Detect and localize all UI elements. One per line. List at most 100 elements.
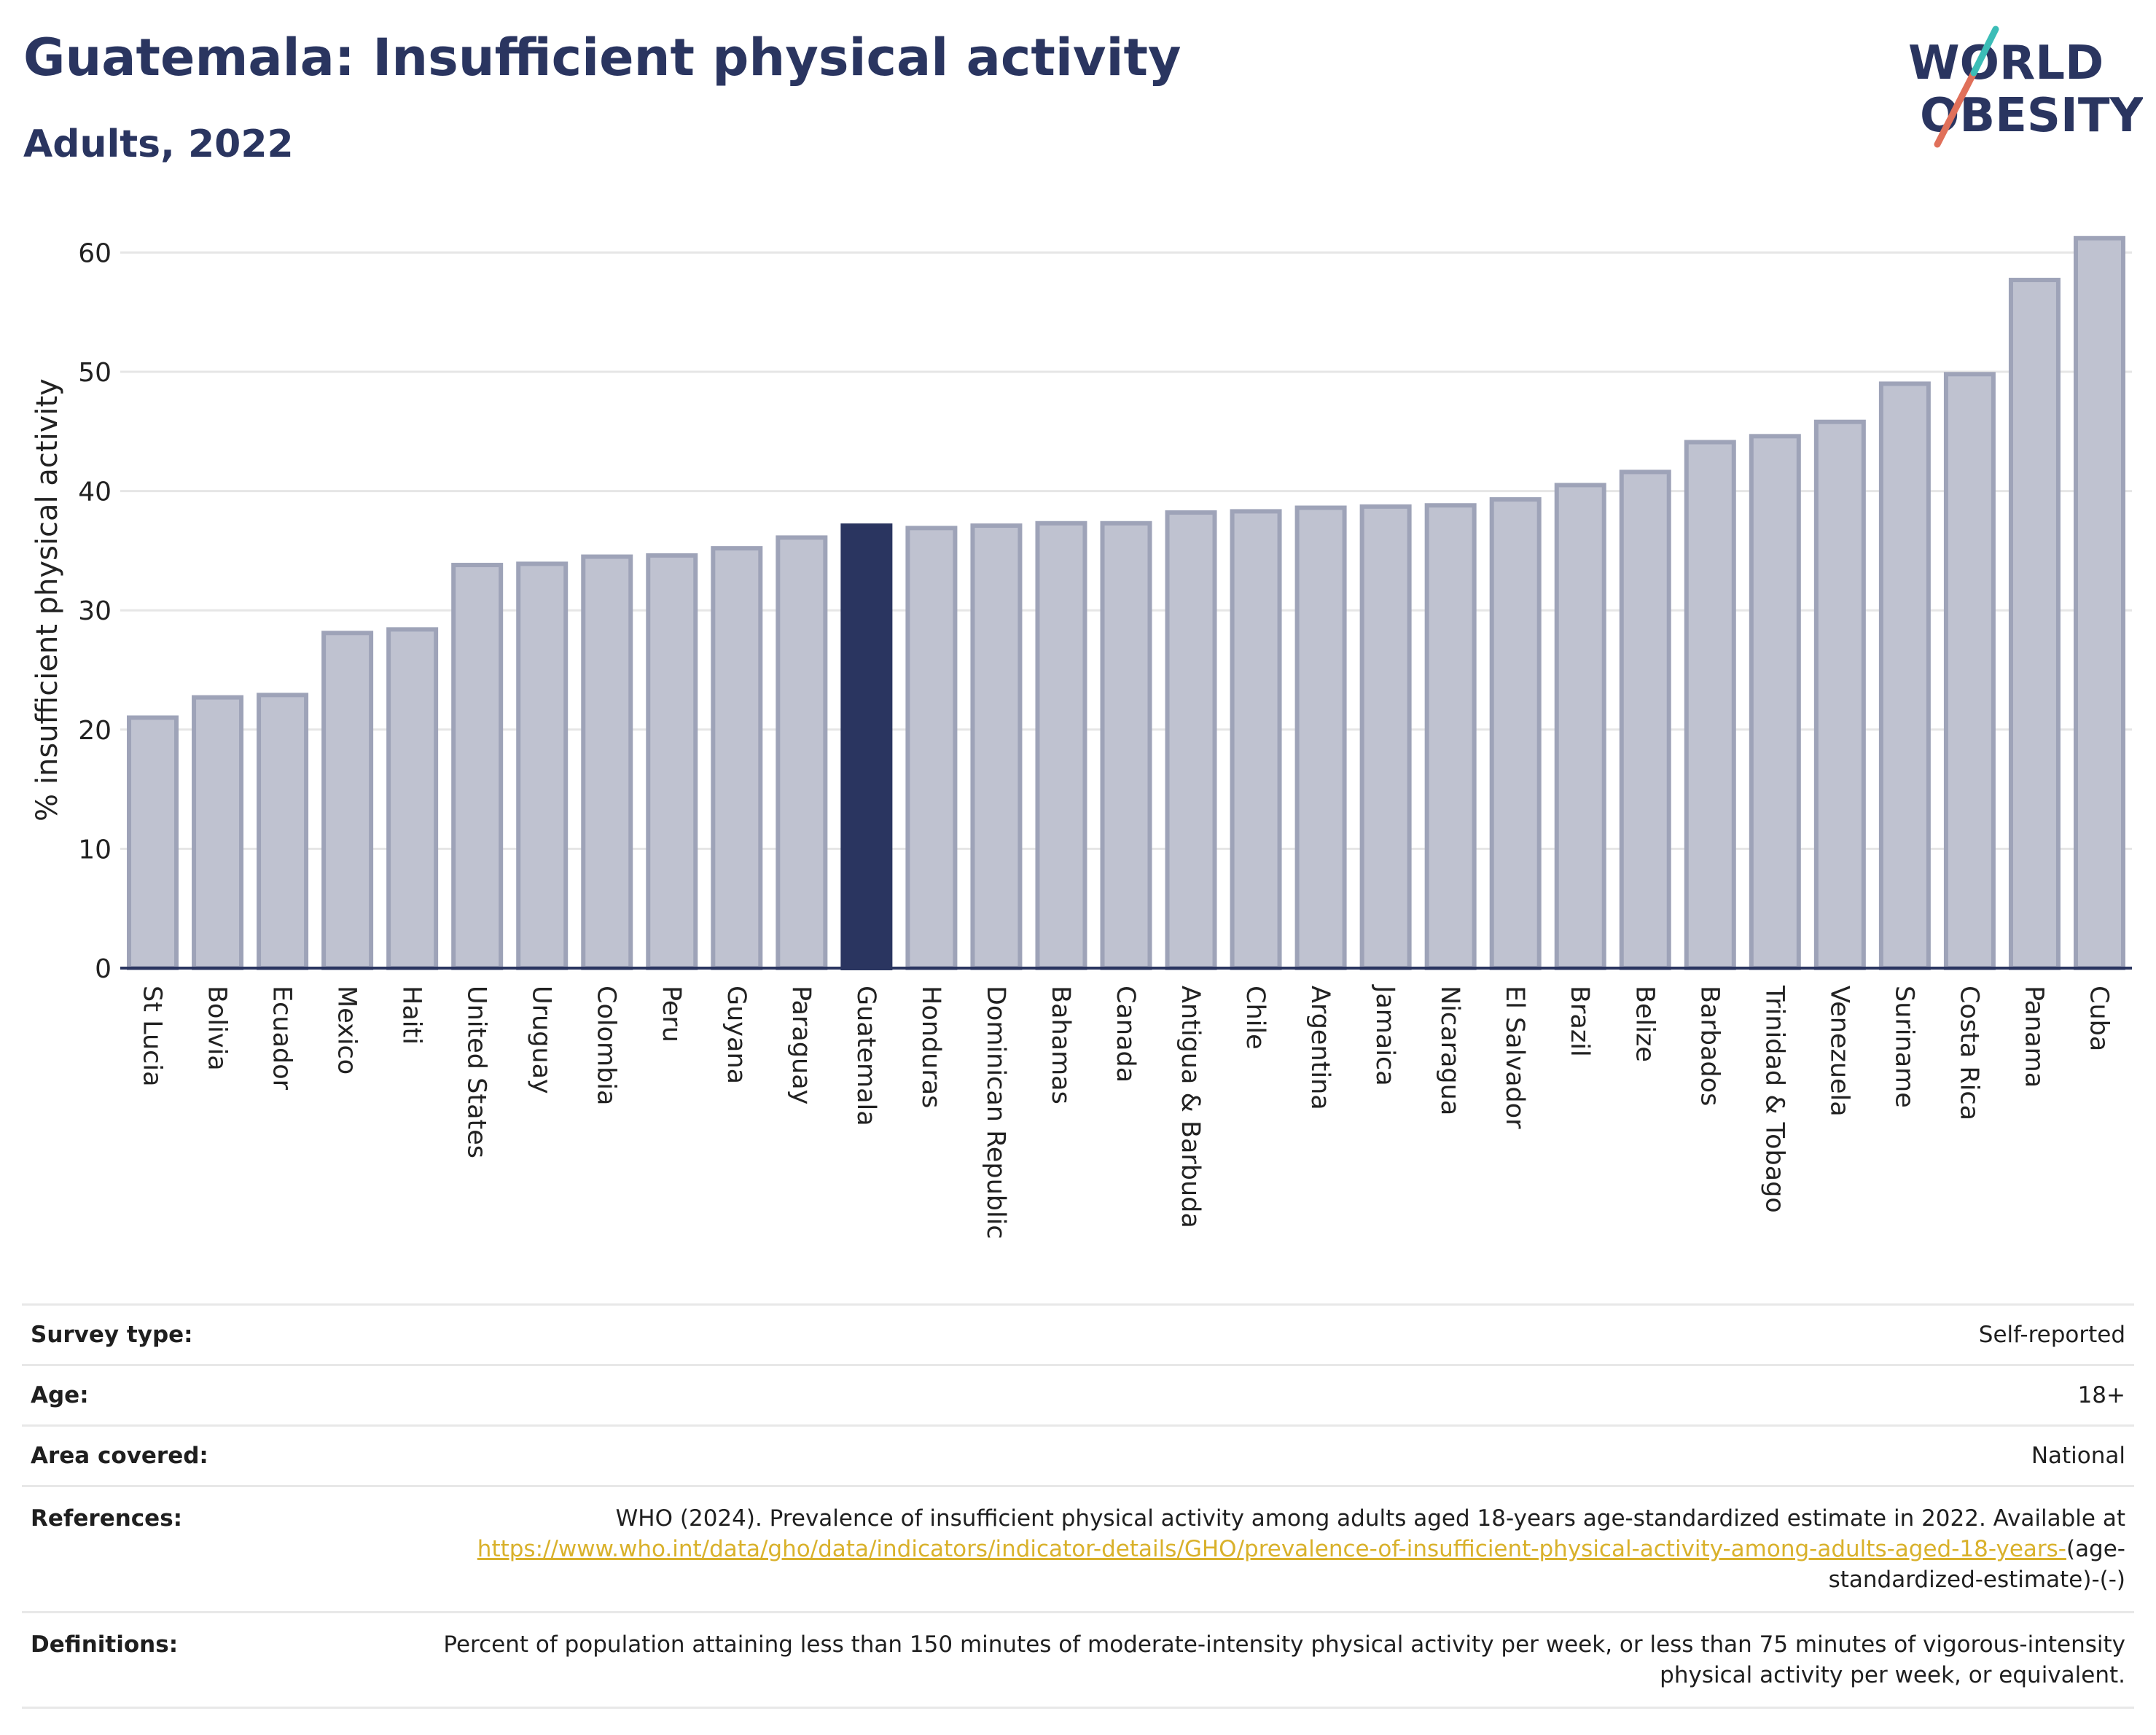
x-axis-categories: St Lucia Bolivia Ecuador Mexico Haiti United … [138,984,2114,1239]
bar-bahamas [1035,520,1087,970]
definitions-label: Definitions: [22,1611,404,1709]
survey-type-value: Self-reported [404,1303,2134,1365]
y-axis-label: % insufficient physical activity [31,378,64,822]
references-label: References: [22,1485,404,1613]
x-tick-label: Brazil [1565,986,1594,1057]
bar-argentina [1294,505,1347,970]
bar-honduras [905,526,958,970]
y-axis-ticks: 0 10 20 30 40 50 60 [78,238,112,984]
y-tick-label: 60 [78,238,112,268]
references-text: WHO (2024). Prevalence of insufficient p… [615,1505,2125,1532]
bar-chart: 0 10 20 30 40 50 60 St Lucia Bolivia Ecuador Mexi… [31,235,2132,1239]
meta-row-age: Age: 18+ [22,1364,2134,1426]
world-obesity-logo: WORLD OBESITY [1908,26,2143,148]
bar-mexico [321,631,374,970]
y-tick-label: 40 [78,477,112,507]
logo-slash-coral [1934,69,1977,148]
meta-row-survey-type: Survey type: Self-reported [22,1303,2134,1365]
references-tail: (age-standardized-estimate)-(-) [1828,1536,2125,1593]
bar-st-lucia [127,715,179,970]
age-value: 18+ [404,1364,2134,1426]
logo-line1: WORLD [1908,36,2104,90]
x-tick-label: Bolivia [203,986,232,1071]
x-tick-label: Canada [1111,986,1140,1083]
metadata-table: Survey type: Self-reported Age: 18+ Area… [22,1303,2134,1709]
meta-row-references: References: WHO (2024). Prevalence of in… [22,1485,2134,1613]
meta-row-area: Area covered: National [22,1424,2134,1486]
x-tick-label: Chile [1241,986,1270,1050]
x-tick-label: St Lucia [138,986,167,1087]
bar-guyana [711,546,763,970]
chart-subtitle: Adults, 2022 [23,122,294,166]
bar-costa-rica [1943,372,1996,970]
x-tick-label: Uruguay [527,986,556,1094]
bar-suriname [1878,381,1931,970]
x-tick-label: Haiti [397,986,426,1045]
y-tick-label: 30 [78,596,112,626]
bar-colombia [581,554,633,970]
bar-guatemala [840,523,893,970]
bar-paraguay [776,535,828,970]
bar-jamaica [1359,504,1412,970]
age-label: Age: [22,1364,404,1426]
bar-brazil [1554,483,1606,970]
x-tick-label: Argentina [1305,986,1335,1110]
bar-panama [2008,278,2061,970]
bar-haiti [386,627,439,970]
y-tick-label: 20 [78,716,112,746]
x-tick-label: United States [462,986,491,1158]
y-tick-label: 0 [95,954,112,984]
bar-trinidad-tobago [1749,434,1801,970]
x-tick-label: Barbados [1695,986,1724,1106]
x-tick-label: Venezuela [1824,986,1854,1117]
x-tick-label: Costa Rica [1954,986,1983,1120]
bar-barbados [1684,440,1736,970]
bar-cuba [2073,235,2125,970]
x-tick-label: Antigua & Barbuda [1176,986,1205,1228]
logo-line2: OBESITY [1920,89,2143,143]
x-tick-label: Honduras [916,986,945,1108]
bars [127,235,2125,971]
x-tick-label: Mexico [332,986,362,1075]
x-tick-label: Guatemala [851,986,880,1126]
x-tick-label: Panama [2019,986,2048,1088]
bar-canada [1100,520,1152,970]
bar-belize [1619,469,1671,970]
x-tick-label: El Salvador [1500,986,1529,1129]
bar-united-states [451,563,504,970]
bar-bolivia [192,695,244,970]
bar-uruguay [516,561,569,970]
y-tick-label: 50 [78,358,112,388]
definitions-value: Percent of population attaining less tha… [404,1611,2134,1709]
references-value: WHO (2024). Prevalence of insufficient p… [404,1485,2134,1613]
bar-chile [1230,509,1282,970]
area-value: National [404,1424,2134,1486]
x-tick-label: Dominican Republic [981,986,1010,1239]
x-tick-label: Bahamas [1046,986,1075,1104]
x-tick-label: Belize [1630,986,1659,1062]
chart-title: Guatemala: Insufficient physical activit… [23,28,1181,87]
bar-venezuela [1813,419,1866,970]
bar-el-salvador [1489,497,1542,970]
x-tick-label: Colombia [592,986,621,1105]
bar-peru [646,553,698,970]
bar-dominican-republic [970,523,1023,970]
references-link[interactable]: https://www.who.int/data/gho/data/indica… [477,1536,2066,1562]
x-tick-label: Cuba [2084,986,2113,1051]
x-tick-label: Suriname [1889,986,1918,1108]
x-tick-label: Jamaica [1370,984,1399,1086]
survey-type-label: Survey type: [22,1303,404,1365]
x-tick-label: Ecuador [267,986,297,1091]
x-tick-label: Guyana [722,986,751,1084]
y-tick-label: 10 [78,835,112,865]
x-tick-label: Trinidad & Tobago [1759,985,1789,1213]
logo-slash-teal [1970,26,1999,77]
bar-ecuador [257,693,309,971]
x-tick-label: Nicaragua [1435,986,1464,1115]
x-tick-label: Peru [657,986,686,1042]
area-label: Area covered: [22,1424,404,1486]
meta-row-definitions: Definitions: Percent of population attai… [22,1611,2134,1709]
bar-antigua-barbuda [1165,510,1217,970]
bar-nicaragua [1424,503,1477,970]
x-tick-label: Paraguay [786,986,816,1104]
